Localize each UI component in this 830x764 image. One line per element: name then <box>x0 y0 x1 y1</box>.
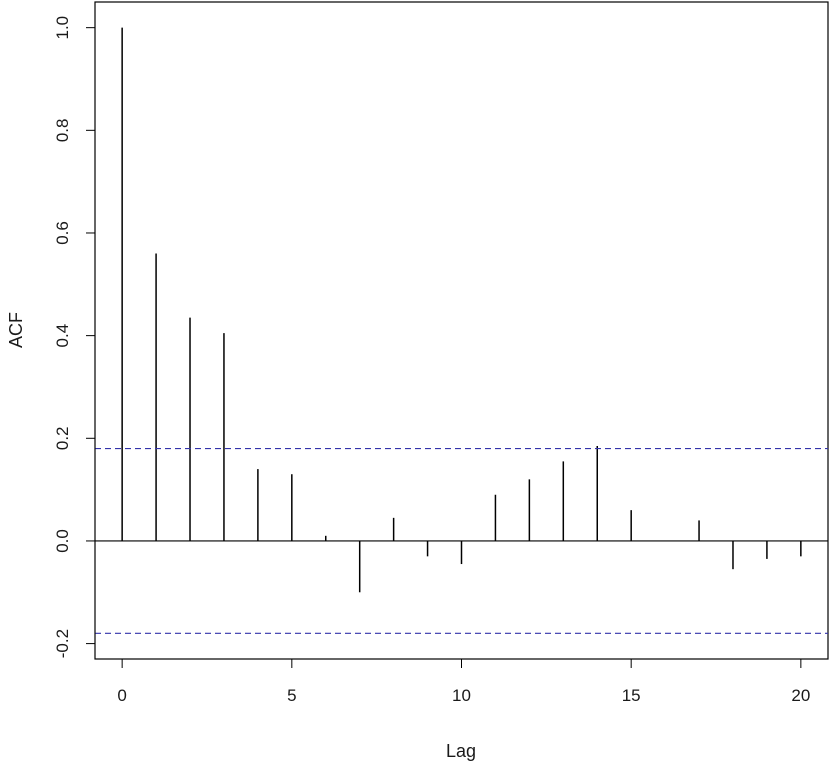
x-tick-label: 5 <box>287 686 296 705</box>
acf-stems <box>121 27 802 593</box>
y-tick-label: 0.2 <box>53 426 72 450</box>
y-tick-label: 0.6 <box>53 221 72 245</box>
reference-lines <box>95 447 828 634</box>
y-tick-label: 0.8 <box>53 119 72 143</box>
x-axis-title: Lag <box>446 741 476 761</box>
y-tick-label: 1.0 <box>53 16 72 40</box>
y-tick-label: 0.0 <box>53 529 72 553</box>
y-axis-title: ACF <box>6 312 26 348</box>
x-tick-label: 20 <box>791 686 810 705</box>
y-axis: -0.2 0.0 0.2 0.4 0.6 0.8 1.0 <box>53 16 96 658</box>
y-tick-label: -0.2 <box>53 629 72 658</box>
x-tick-label: 10 <box>452 686 471 705</box>
y-tick-label: 0.4 <box>53 324 72 348</box>
x-tick-label: 0 <box>117 686 126 705</box>
x-axis: 0 5 10 15 20 <box>117 658 810 705</box>
x-tick-label: 15 <box>622 686 641 705</box>
